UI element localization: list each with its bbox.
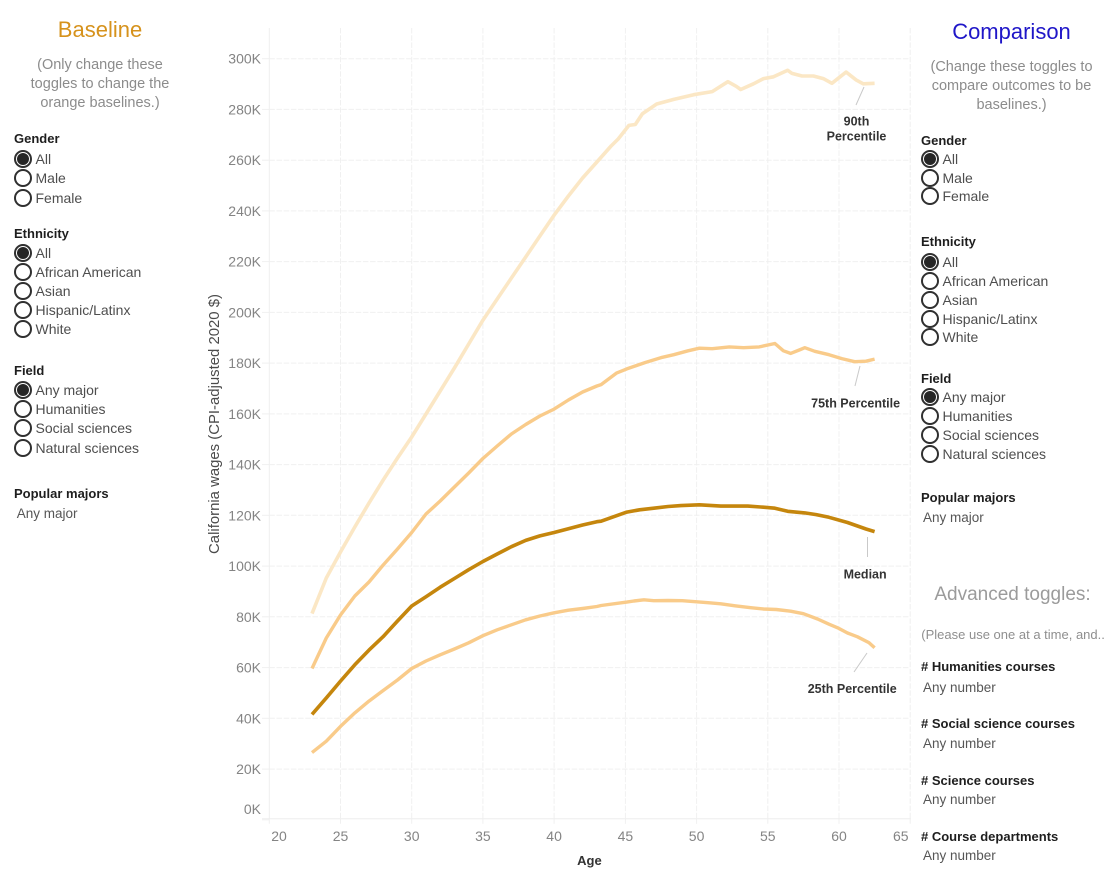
svg-text:280K: 280K bbox=[228, 101, 261, 117]
svg-text:75th Percentile: 75th Percentile bbox=[811, 396, 900, 410]
svg-text:25: 25 bbox=[333, 828, 349, 844]
svg-text:60: 60 bbox=[831, 828, 847, 844]
svg-text:20K: 20K bbox=[236, 761, 262, 777]
svg-text:45: 45 bbox=[618, 828, 634, 844]
svg-text:180K: 180K bbox=[228, 355, 261, 371]
svg-text:100K: 100K bbox=[228, 558, 261, 574]
svg-text:30: 30 bbox=[404, 828, 420, 844]
svg-text:50: 50 bbox=[689, 828, 705, 844]
svg-text:35: 35 bbox=[475, 828, 491, 844]
svg-text:40: 40 bbox=[546, 828, 562, 844]
svg-text:California wages (CPI-adjusted: California wages (CPI-adjusted 2020 $) bbox=[207, 294, 223, 554]
svg-text:25th Percentile: 25th Percentile bbox=[808, 682, 897, 696]
svg-text:Age: Age bbox=[577, 853, 602, 868]
svg-text:55: 55 bbox=[760, 828, 776, 844]
svg-text:240K: 240K bbox=[228, 203, 261, 219]
svg-text:Percentile: Percentile bbox=[827, 129, 887, 143]
svg-text:20: 20 bbox=[271, 828, 287, 844]
svg-text:120K: 120K bbox=[228, 507, 261, 523]
svg-text:80K: 80K bbox=[236, 609, 262, 625]
svg-text:90th: 90th bbox=[844, 115, 870, 129]
svg-text:65: 65 bbox=[893, 828, 909, 844]
svg-text:0K: 0K bbox=[244, 801, 262, 817]
svg-text:140K: 140K bbox=[228, 457, 261, 473]
svg-text:300K: 300K bbox=[228, 51, 261, 67]
svg-text:220K: 220K bbox=[228, 254, 261, 270]
svg-text:40K: 40K bbox=[236, 710, 262, 726]
svg-text:60K: 60K bbox=[236, 660, 262, 676]
svg-text:Median: Median bbox=[844, 568, 887, 582]
svg-text:200K: 200K bbox=[228, 304, 261, 320]
svg-text:260K: 260K bbox=[228, 152, 261, 168]
svg-text:160K: 160K bbox=[228, 406, 261, 422]
